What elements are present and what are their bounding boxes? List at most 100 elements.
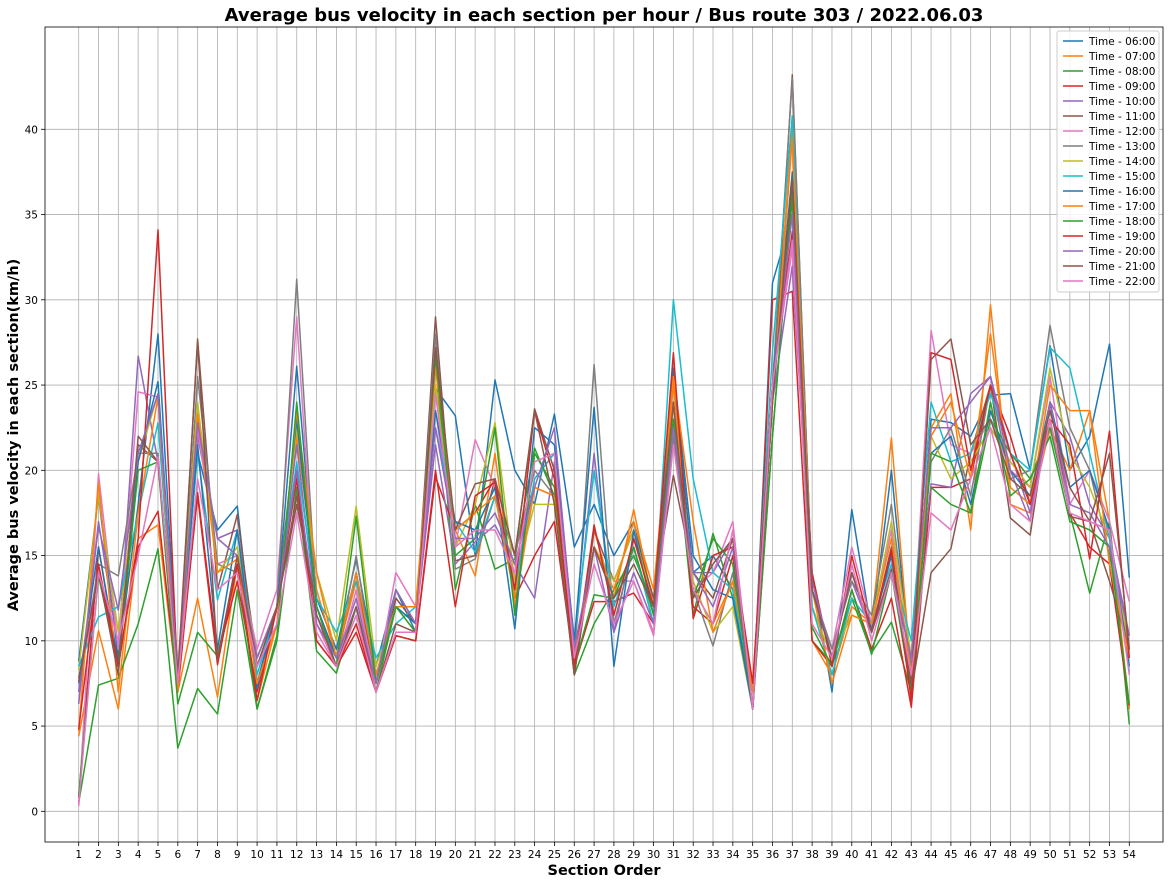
- grid: [45, 27, 1163, 842]
- x-tick-label: 3: [115, 849, 122, 861]
- x-tick-label: 39: [825, 849, 838, 861]
- legend-entry: Time - 20:00: [1063, 246, 1155, 258]
- legend-entry: Time - 09:00: [1063, 81, 1155, 93]
- legend-label: Time - 11:00: [1088, 111, 1155, 123]
- x-tick-label: 50: [1043, 849, 1056, 861]
- x-tick-label: 49: [1024, 849, 1037, 861]
- x-tick-label: 12: [290, 849, 303, 861]
- legend-entry: Time - 08:00: [1063, 66, 1155, 78]
- y-tick-label: 30: [25, 295, 38, 307]
- series-lines: [77, 73, 1131, 807]
- x-tick-label: 40: [845, 849, 858, 861]
- x-tick-label: 14: [330, 849, 344, 861]
- legend-entry: Time - 19:00: [1063, 231, 1155, 243]
- x-tick-label: 23: [508, 849, 521, 861]
- legend-label: Time - 09:00: [1088, 81, 1155, 93]
- x-tick-label: 2: [95, 849, 102, 861]
- legend-entry: Time - 17:00: [1063, 201, 1155, 213]
- series-line-2000: [77, 213, 1131, 710]
- legend-label: Time - 21:00: [1088, 261, 1155, 273]
- x-tick-label: 10: [250, 849, 263, 861]
- legend-entry: Time - 11:00: [1063, 111, 1155, 123]
- legend-entry: Time - 06:00: [1063, 36, 1155, 48]
- y-tick-label: 10: [25, 636, 38, 648]
- series-line-2200: [77, 239, 1131, 805]
- x-tick-label: 51: [1063, 849, 1076, 861]
- y-tick-label: 5: [31, 721, 38, 733]
- x-tick-label: 22: [488, 849, 501, 861]
- legend-entry: Time - 13:00: [1063, 141, 1155, 153]
- x-tick-label: 8: [214, 849, 221, 861]
- x-tick-label: 48: [1004, 849, 1017, 861]
- x-tick-label: 6: [174, 849, 181, 861]
- legend-entry: Time - 10:00: [1063, 96, 1155, 108]
- legend-label: Time - 20:00: [1088, 246, 1155, 258]
- x-tick-label: 18: [409, 849, 422, 861]
- y-tick-label: 20: [25, 465, 38, 477]
- x-tick-label: 54: [1123, 849, 1137, 861]
- x-tick-label: 17: [389, 849, 402, 861]
- y-tick-label: 35: [25, 210, 38, 222]
- x-tick-label: 32: [687, 849, 700, 861]
- y-tick-label: 15: [25, 551, 38, 563]
- legend-entry: Time - 22:00: [1063, 276, 1155, 288]
- x-tick-label: 33: [706, 849, 719, 861]
- legend: Time - 06:00 Time - 07:00 Time - 08:00 Time…: [1056, 30, 1160, 293]
- plot-frame: [44, 26, 1164, 843]
- x-tick-label: 11: [270, 849, 283, 861]
- legend-label: Time - 14:00: [1088, 156, 1155, 168]
- x-tick-label: 19: [429, 849, 442, 861]
- y-tick-labels: 0 5 10 15 20 25 30 35 40: [25, 124, 45, 818]
- legend-label: Time - 10:00: [1088, 96, 1155, 108]
- legend-entry: Time - 16:00: [1063, 186, 1155, 198]
- x-tick-label: 34: [726, 849, 740, 861]
- x-tick-label: 35: [746, 849, 759, 861]
- series-line-1900: [77, 229, 1131, 730]
- x-tick-label: 4: [135, 849, 142, 861]
- x-axis-label: Section Order: [548, 863, 662, 879]
- legend-label: Time - 19:00: [1088, 231, 1155, 243]
- x-tick-label: 43: [905, 849, 918, 861]
- legend-label: Time - 22:00: [1088, 276, 1155, 288]
- x-tick-label: 24: [528, 849, 542, 861]
- x-tick-label: 5: [155, 849, 162, 861]
- x-tick-label: 21: [468, 849, 481, 861]
- x-tick-label: 30: [647, 849, 660, 861]
- x-tick-label: 36: [766, 849, 780, 861]
- legend-label: Time - 13:00: [1088, 141, 1155, 153]
- x-tick-label: 52: [1083, 849, 1096, 861]
- x-tick-label: 27: [587, 849, 600, 861]
- x-tick-label: 26: [568, 849, 582, 861]
- x-tick-label: 28: [607, 849, 620, 861]
- y-axis-label: Average bus velocity in each section(km/…: [6, 259, 22, 612]
- x-tick-label: 38: [805, 849, 818, 861]
- legend-box: [1056, 30, 1160, 293]
- series-line-1800: [77, 188, 1131, 797]
- x-tick-label: 53: [1103, 849, 1116, 861]
- x-tick-label: 7: [194, 849, 201, 861]
- legend-label: Time - 15:00: [1088, 171, 1155, 183]
- x-tick-label: 41: [865, 849, 878, 861]
- x-tick-labels: 1 2 3 4 5 6 7 8 9 10 11 12 13 14 15 16 17 18 19 20 21 22 23 24 2…: [75, 842, 1136, 861]
- x-tick-label: 13: [310, 849, 323, 861]
- x-tick-label: 47: [984, 849, 997, 861]
- y-tick-label: 25: [25, 380, 38, 392]
- legend-entry: Time - 14:00: [1063, 156, 1155, 168]
- legend-entry: Time - 07:00: [1063, 51, 1155, 63]
- legend-label: Time - 18:00: [1088, 216, 1155, 228]
- x-tick-label: 15: [350, 849, 363, 861]
- y-tick-label: 40: [25, 124, 38, 136]
- legend-entry: Time - 15:00: [1063, 171, 1155, 183]
- legend-label: Time - 17:00: [1088, 201, 1155, 213]
- x-tick-label: 25: [548, 849, 561, 861]
- x-tick-label: 20: [449, 849, 462, 861]
- legend-label: Time - 16:00: [1088, 186, 1155, 198]
- x-tick-label: 16: [369, 849, 383, 861]
- legend-entry: Time - 12:00: [1063, 126, 1155, 138]
- x-tick-label: 44: [924, 849, 938, 861]
- x-tick-label: 42: [885, 849, 898, 861]
- legend-label: Time - 08:00: [1088, 66, 1155, 78]
- legend-label: Time - 07:00: [1088, 51, 1155, 63]
